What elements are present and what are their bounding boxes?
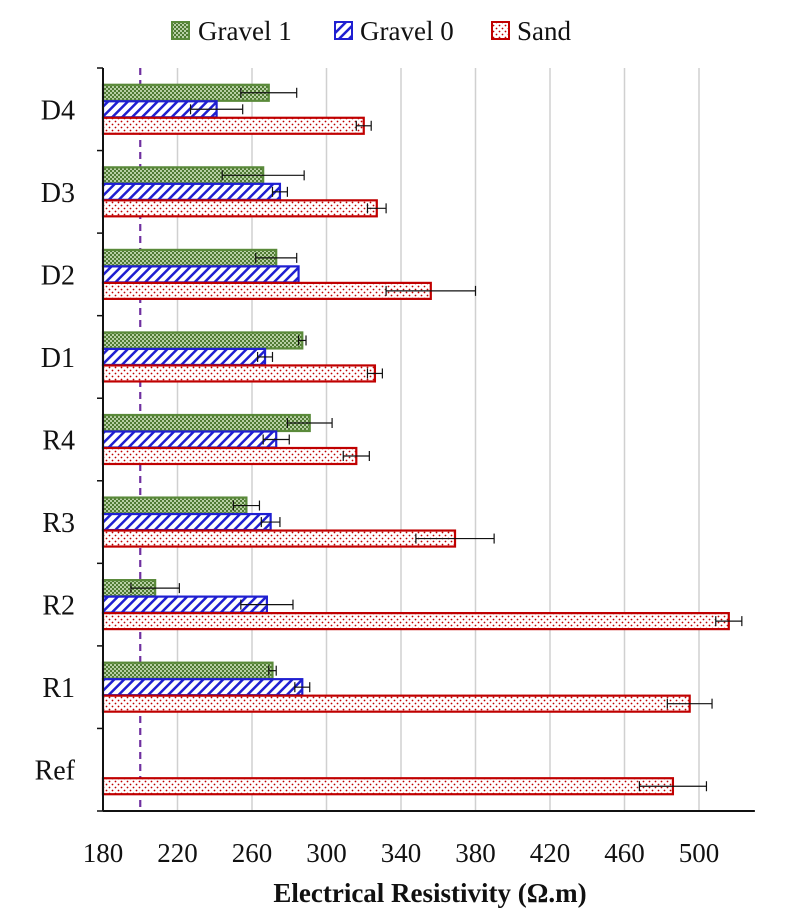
x-tick-label: 380 [455, 838, 496, 868]
category-label: Ref [35, 756, 76, 787]
bar [101, 512, 272, 532]
bar [101, 612, 730, 631]
axes [97, 67, 755, 812]
bar [101, 364, 377, 383]
x-tick-label: 300 [306, 838, 347, 868]
bar [101, 446, 358, 466]
x-tick-label: 220 [157, 838, 198, 868]
x-tick-label: 460 [604, 838, 645, 868]
category-label: D4 [41, 95, 75, 126]
legend-swatch [171, 21, 190, 40]
x-tick-label: 340 [381, 838, 422, 868]
category-label: D1 [41, 343, 75, 374]
bar [101, 248, 278, 267]
category-label: R3 [42, 508, 75, 539]
legend-label: Gravel 1 [198, 16, 292, 46]
bar [101, 199, 378, 218]
bar [101, 496, 248, 515]
bar [101, 182, 282, 201]
bar [101, 331, 304, 350]
x-tick-label: 420 [530, 838, 571, 868]
bars [101, 83, 743, 796]
legend-label: Gravel 0 [360, 16, 454, 46]
bar [101, 281, 432, 300]
category-label: D2 [41, 260, 75, 291]
legend-swatch [334, 21, 353, 40]
bar [101, 116, 365, 135]
labels: D4 D3 D2 D1 R4 R3 R2 R1 Ref 180 220 260 300 340 380 420… [35, 95, 720, 908]
x-tick-label: 500 [679, 838, 720, 868]
category-label: R1 [42, 673, 75, 704]
category-label: D3 [41, 178, 75, 209]
bar [101, 347, 267, 367]
bar [101, 430, 278, 449]
category-label: R4 [42, 426, 75, 457]
bar [101, 694, 691, 713]
bar [101, 529, 457, 548]
x-axis-title: Electrical Resistivity (Ω.m) [273, 878, 586, 908]
bar [101, 678, 304, 697]
category-label: R2 [42, 591, 75, 622]
legend-swatch [491, 21, 510, 40]
bar [101, 777, 675, 796]
x-tick-label: 180 [83, 838, 124, 868]
x-tick-label: 260 [232, 838, 273, 868]
bar [101, 413, 311, 433]
bar [101, 661, 274, 680]
legend: Gravel 1 Gravel 0 Sand [171, 16, 572, 46]
bar [101, 265, 300, 284]
legend-label: Sand [517, 16, 572, 46]
